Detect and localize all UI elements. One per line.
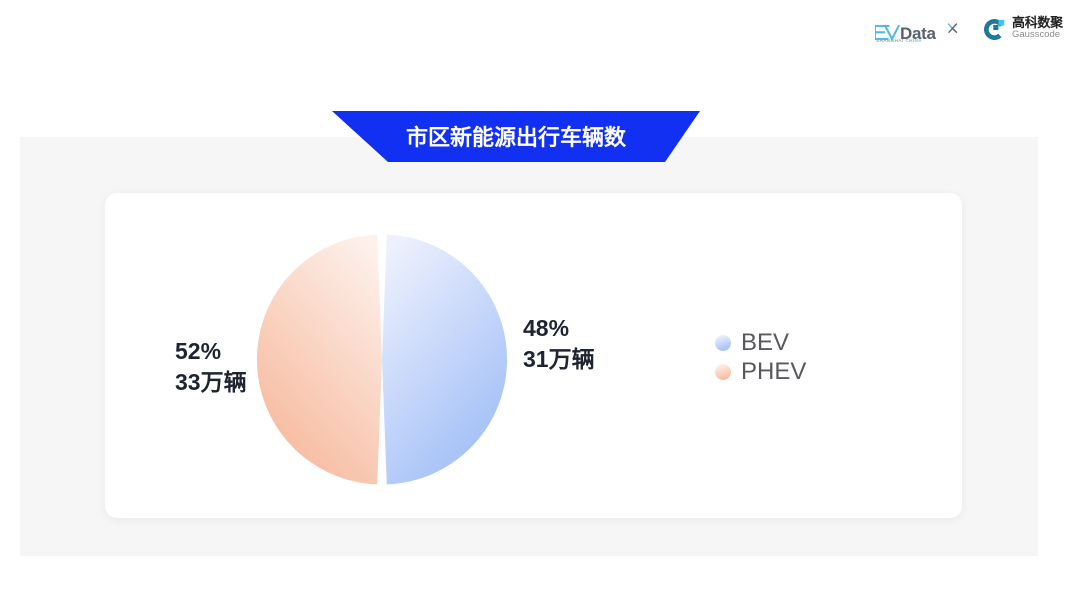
svg-text:SHANGHAI CHINA: SHANGHAI CHINA — [876, 38, 922, 43]
svg-text:市区新能源出行车辆数: 市区新能源出行车辆数 — [406, 125, 627, 150]
svg-text:Gausscode: Gausscode — [1012, 29, 1060, 40]
svg-text:高科数聚: 高科数聚 — [1012, 15, 1064, 30]
